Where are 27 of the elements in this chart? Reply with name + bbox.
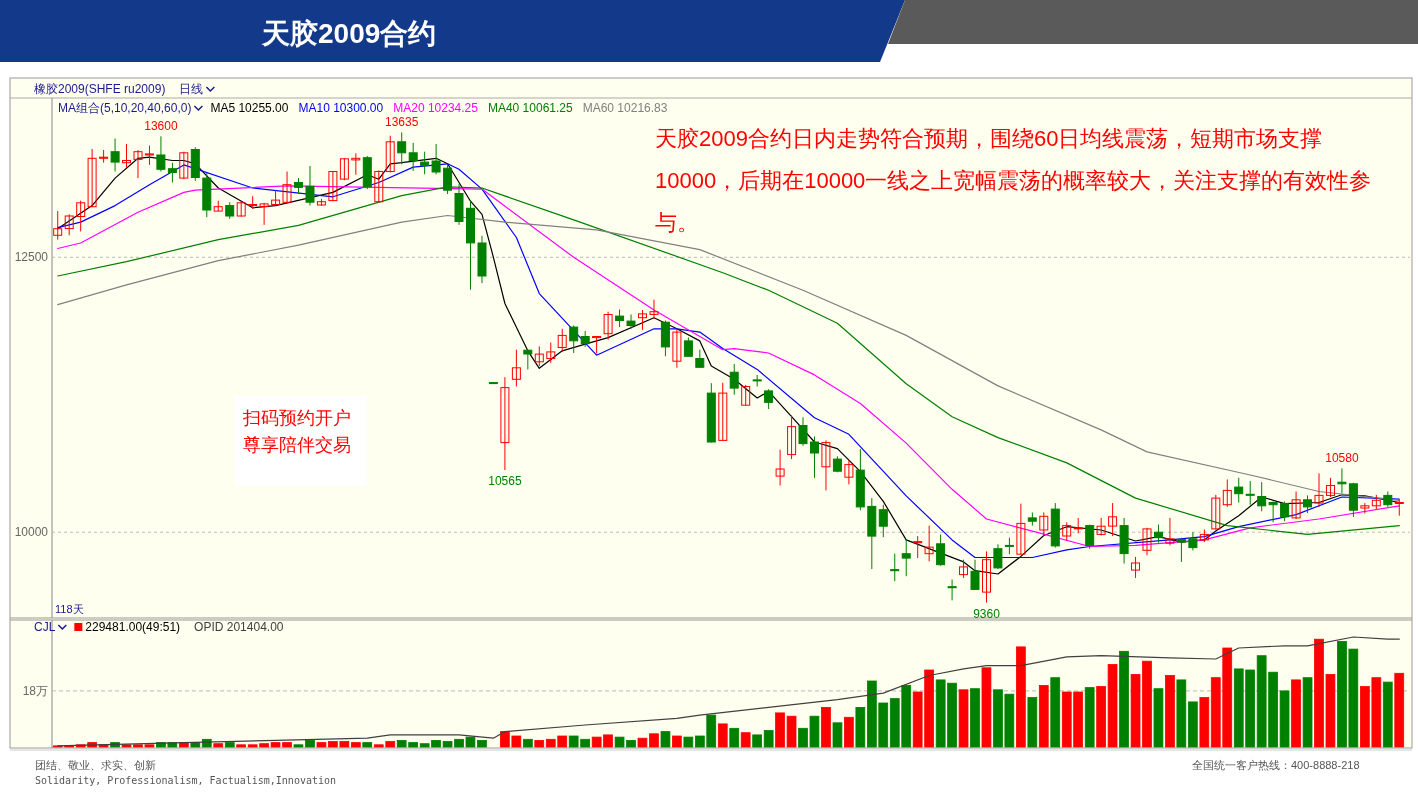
chart-title: CJL: [34, 620, 56, 634]
text: MA5 10255.00: [210, 101, 289, 115]
annotation: 扫码预约开户: [242, 408, 351, 428]
annotation: 天胶2009合约日内走势符合预期，围绕60日均线震荡，短期市场支撑10000，后期在10000一线之上宽幅震荡的概率较大，关注支撑的有效性参与。: [655, 125, 1373, 237]
text: MA20 10234.25: [393, 101, 479, 115]
ref-line-label: 18万: [22, 683, 48, 698]
text: MA40 10061.25: [487, 101, 573, 115]
text: Solidarity, Professionalism, Factualism,Innovation: [35, 775, 337, 786]
annotation: 10580: [1325, 451, 1359, 466]
y-tick-label: 12500: [14, 250, 49, 265]
annotation: 9360: [973, 606, 1001, 621]
annotation: 13600: [144, 119, 178, 134]
text: MA10 10300.00: [298, 101, 384, 115]
y-tick-label: 10000: [14, 525, 49, 540]
chart-title: 天胶2009合约: [261, 18, 437, 49]
text: MA60 10216.83: [582, 101, 668, 115]
text: OPID 201404.00: [194, 620, 284, 634]
text: 全国统一客户热线：400-8888-218: [1192, 759, 1360, 771]
annotation: 10565: [488, 474, 522, 489]
chart-subtitle: 橡胶2009(SHFE ru2009): [34, 82, 166, 96]
legend-title: MA组合(5,10,20,40,60,0): [58, 101, 192, 115]
legend-label: 229481.00(49:51): [85, 620, 181, 634]
annotation: 13635: [385, 115, 419, 130]
text: 团结、敬业、求实、创新: [35, 759, 156, 771]
annotation: 尊享陪伴交易: [243, 435, 351, 455]
annotation: 118天: [55, 603, 84, 615]
text: 日线: [179, 82, 204, 96]
